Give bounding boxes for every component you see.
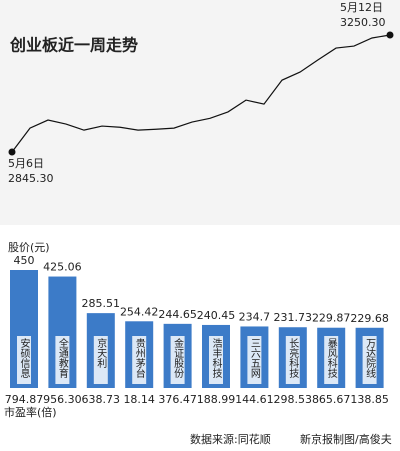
stock-name: 安硕信息 (18, 337, 30, 378)
name-box (132, 336, 147, 384)
bar-value: 234.7 (239, 310, 271, 323)
pe-value: 956.30 (43, 393, 82, 406)
bar-value: 254.42 (120, 305, 159, 318)
value-label: 3250.30 (340, 16, 386, 29)
name-box (324, 336, 339, 384)
secondary-name: 市盈率(倍) (4, 405, 57, 419)
line-panel (0, 0, 400, 225)
name-box (285, 336, 300, 384)
name-box (170, 336, 185, 384)
pe-value: 138.85 (350, 393, 389, 406)
name-box (247, 336, 262, 384)
stock-name: 浩丰科技 (210, 338, 222, 379)
end-dot (8, 148, 16, 156)
bar-value: 285.51 (82, 297, 121, 310)
stock-name: 长亮科技 (287, 338, 299, 379)
name-box (362, 336, 377, 384)
pe-value: 298.53 (274, 393, 313, 406)
stock-name: 全通教育 (56, 337, 68, 379)
bar-value: 244.65 (158, 308, 197, 321)
date-label: 5月6日 (8, 157, 44, 170)
stock-name: 京天利 (95, 337, 107, 368)
stock-name: 万达院线 (364, 338, 376, 378)
pe-value: 188.99 (197, 393, 236, 406)
chart-title: 创业板近一周走势 (9, 36, 138, 55)
pe-value: 376.47 (158, 393, 197, 406)
bar-value: 425.06 (43, 261, 82, 274)
pe-value: 865.67 (312, 393, 351, 406)
stock-name: 暴风科技 (325, 338, 337, 379)
bar-value: 231.73 (274, 311, 313, 324)
bar-subtitle: 股价(元) (8, 241, 50, 254)
source: 数据来源:同花顺 (190, 432, 271, 446)
bar-value: 229.87 (312, 312, 351, 325)
pe-value: 638.73 (82, 393, 121, 406)
pe-value: 794.87 (5, 393, 44, 406)
date-label: 5月12日 (340, 1, 383, 14)
pe-value: 18.14 (123, 393, 155, 406)
name-box (93, 336, 108, 384)
credit: 新京报制图/高俊夫 (300, 432, 392, 446)
bar-value: 240.45 (197, 309, 236, 322)
pe-value: 144.61 (235, 393, 274, 406)
end-dot (386, 31, 394, 39)
value-label: 2845.30 (8, 172, 54, 185)
index-line (11, 34, 391, 153)
bar-value: 229.68 (350, 312, 389, 325)
name-box (17, 336, 31, 384)
stock-name: 金证股份 (172, 337, 184, 379)
stock-name: 贵州茅台 (133, 337, 145, 379)
name-box (209, 336, 223, 384)
stock-name: 三六五网 (248, 338, 260, 379)
bar-value: 450 (14, 254, 35, 267)
name-box (55, 336, 70, 384)
